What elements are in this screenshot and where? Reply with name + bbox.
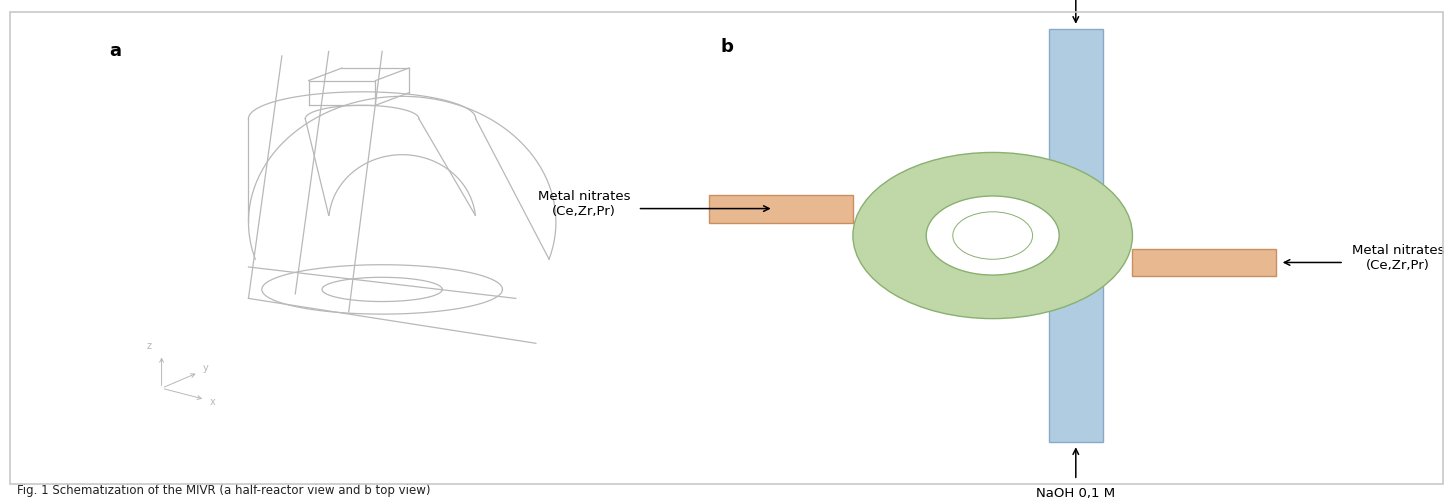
Text: x: x [209, 397, 215, 407]
Text: Fig. 1 Schematization of the MIVR (a half-reactor view and b top view): Fig. 1 Schematization of the MIVR (a hal… [17, 484, 432, 497]
Text: NaOH 0,1 M: NaOH 0,1 M [1036, 487, 1116, 499]
Text: y: y [203, 363, 209, 373]
Bar [709, 195, 853, 223]
Text: b: b [721, 38, 734, 56]
Circle shape [953, 212, 1033, 259]
Circle shape [853, 153, 1132, 319]
Text: a: a [109, 42, 121, 60]
Bar [1132, 249, 1276, 276]
Bar [1049, 29, 1103, 442]
Text: Metal nitrates
(Ce,Zr,Pr): Metal nitrates (Ce,Zr,Pr) [538, 190, 631, 218]
Text: z: z [147, 341, 153, 351]
Circle shape [926, 196, 1059, 275]
Text: Metal nitrates
(Ce,Zr,Pr): Metal nitrates (Ce,Zr,Pr) [1351, 244, 1444, 272]
